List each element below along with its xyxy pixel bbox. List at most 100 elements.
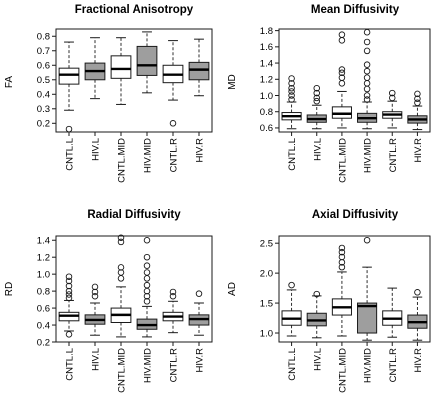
outlier-point <box>117 238 125 246</box>
outlier-point <box>65 282 73 290</box>
y-tick-label: 2.5 <box>260 238 273 249</box>
y-tick-label: 0.2 <box>37 337 50 348</box>
outlier-point <box>414 289 421 296</box>
panel-fractional-anisotropy: Fractional Anisotropy FA 0.2 0.3 0.4 0.5 0.6 0.… <box>4 4 213 183</box>
outlier-point <box>313 290 321 298</box>
outlier-point <box>143 275 151 282</box>
x-tick-label: HIV.MID <box>363 138 374 173</box>
outlier-point <box>117 269 125 276</box>
panel-title-fa: Fractional Anisotropy <box>75 4 194 16</box>
panel-axial-diffusivity: Axial Diffusivity AD 1.0 1.5 2.0 2.5 CNTL.L HIV… <box>227 209 431 393</box>
y-axis-label-md: MD <box>227 74 238 90</box>
x-tick-label: HIV.R <box>195 348 206 373</box>
outlier-point <box>143 298 151 305</box>
y-tick-label: 0.6 <box>37 61 50 72</box>
x-tick-label: HIV.MID <box>143 348 154 383</box>
outlier-point <box>195 290 203 297</box>
x-tick-label: HIV.MID <box>363 348 374 383</box>
outlier-point <box>363 74 371 81</box>
outlier-point <box>338 253 346 261</box>
y-tick-label: 1.2 <box>260 75 273 86</box>
x-tick-label: HIV.L <box>312 138 323 161</box>
box-cntl-mid <box>110 234 132 338</box>
outlier-point <box>338 263 346 271</box>
y-tick-label: 0.8 <box>37 32 50 43</box>
iqr-box <box>136 45 158 76</box>
x-tick-label: HIV.L <box>91 348 102 371</box>
outlier-point <box>363 80 371 87</box>
outlier-point <box>65 331 73 338</box>
outlier-point <box>313 97 321 105</box>
box-cntl-r <box>162 288 184 334</box>
box-cntl-r <box>382 287 403 338</box>
y-axis-label-ad: AD <box>227 282 238 296</box>
outlier-point <box>288 80 295 87</box>
outlier-point <box>143 253 151 261</box>
outlier-point <box>338 80 346 87</box>
y-tick-label: 0.6 <box>260 123 273 134</box>
box-hiv-r <box>188 38 210 97</box>
outlier-point <box>288 281 295 289</box>
outlier-point <box>363 85 371 93</box>
x-tick-label: CNTL.R <box>388 138 399 172</box>
outlier-point <box>389 94 396 102</box>
y-tick-label: 0.8 <box>260 107 273 118</box>
x-tick-label: HIV.MID <box>143 138 154 173</box>
outlier-point <box>117 234 125 241</box>
y-tick-label: 1.2 <box>37 253 50 264</box>
x-tick-label: CNTL.MID <box>337 138 348 183</box>
box-hiv-l <box>84 37 106 100</box>
outlier-point <box>143 262 151 269</box>
outlier-point <box>363 96 371 103</box>
outlier-point <box>414 95 421 102</box>
outlier-point <box>363 236 371 244</box>
box-hiv-r <box>407 90 428 131</box>
x-tick-label: CNTL.L <box>65 138 76 171</box>
y-tick-label: 1.4 <box>37 236 50 247</box>
outlier-point <box>288 88 295 95</box>
box-hiv-mid <box>136 236 158 338</box>
outlier-point <box>91 292 99 300</box>
outlier-point <box>338 37 346 44</box>
box-cntl-l <box>58 41 80 133</box>
outlier-point <box>117 275 125 282</box>
outlier-point <box>169 292 177 300</box>
y-tick-label: 1.4 <box>260 58 273 69</box>
outlier-point <box>363 67 371 75</box>
y-tick-label: 1.0 <box>260 328 273 339</box>
outlier-point <box>65 277 73 285</box>
outlier-point <box>338 74 346 81</box>
iqr-box <box>110 55 132 79</box>
outlier-point <box>389 89 396 97</box>
outlier-point <box>65 294 73 302</box>
y-tick-label: 2.0 <box>260 268 273 279</box>
outlier-point <box>313 89 321 97</box>
x-tick-label: HIV.R <box>195 138 206 163</box>
outlier-point <box>65 125 73 133</box>
x-tick-label: CNTL.L <box>287 138 298 171</box>
y-tick-label: 1.6 <box>260 42 273 53</box>
panel-radial-diffusivity: Radial Diffusivity RD 0.2 0.4 0.6 0.8 1.0 1.2 1.… <box>4 209 213 393</box>
x-tick-label: CNTL.MID <box>117 348 128 393</box>
outlier-point <box>338 66 346 73</box>
box-cntl-r <box>162 40 184 127</box>
box-hiv-mid <box>357 28 378 130</box>
iqr-box <box>188 61 210 81</box>
box-cntl-mid <box>331 244 352 337</box>
outlier-point <box>288 96 295 103</box>
outlier-point <box>65 287 73 295</box>
outlier-point <box>288 84 295 92</box>
x-tick-label: CNTL.MID <box>117 138 128 183</box>
y-tick-label: 1.0 <box>37 269 50 280</box>
outlier-point <box>143 269 151 276</box>
outlier-point <box>169 288 177 296</box>
y-tick-label: 0.5 <box>37 75 50 86</box>
y-tick-label: 1.8 <box>260 26 273 37</box>
box-cntl-l <box>281 75 302 130</box>
plot-frame <box>55 235 213 343</box>
outlier-point <box>65 291 73 298</box>
outlier-point <box>288 92 295 99</box>
box-hiv-l <box>84 283 106 336</box>
outlier-point <box>414 90 421 98</box>
